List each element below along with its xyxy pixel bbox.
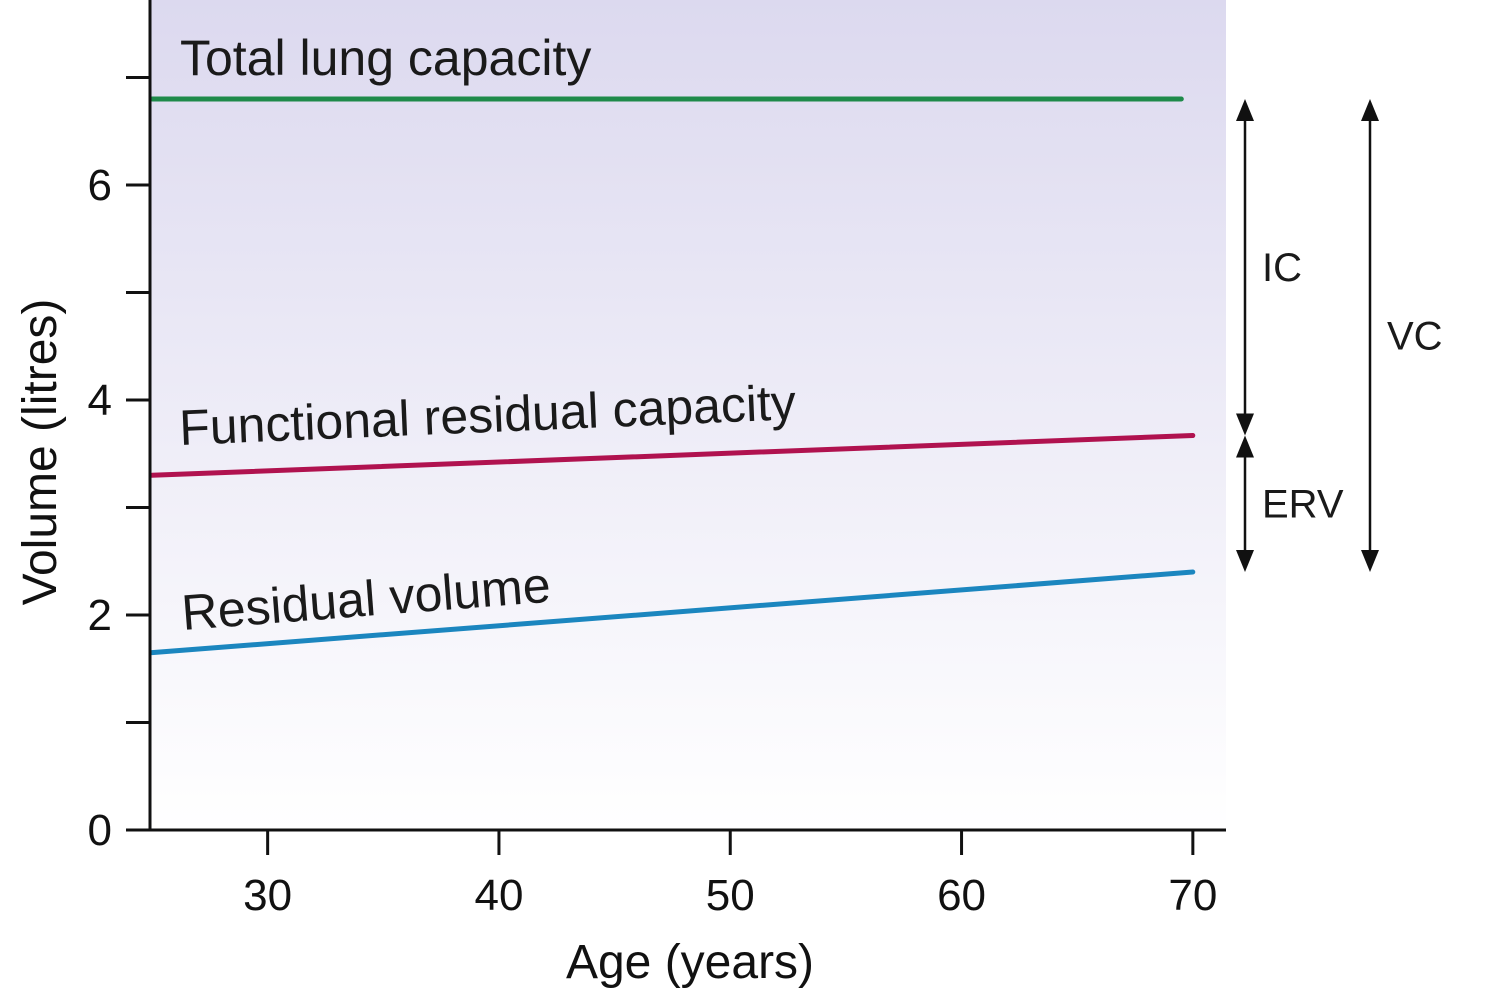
- y-ticks: 0 2 4 6: [88, 76, 150, 855]
- vc-arrow-up: [1361, 99, 1379, 121]
- x-tick-label-40: 40: [474, 871, 523, 920]
- erv-bracket: ERV: [1236, 435, 1344, 572]
- x-tick-label-50: 50: [706, 871, 755, 920]
- series-layer: [149, 96, 1196, 656]
- functional-residual-capacity-line: [149, 433, 1196, 478]
- erv-arrow-down: [1236, 550, 1254, 572]
- y-axis-title: Volume (litres): [14, 299, 67, 606]
- y-tick-label-2: 2: [88, 591, 112, 640]
- vc-label: VC: [1387, 315, 1443, 359]
- y-tick-label-0: 0: [88, 806, 112, 855]
- erv-label: ERV: [1262, 483, 1344, 527]
- x-tick-label-30: 30: [243, 871, 292, 920]
- y-tick-label-4: 4: [88, 376, 112, 425]
- ic-arrow-down: [1236, 413, 1254, 436]
- ic-label: IC: [1262, 246, 1302, 290]
- plot-background: [150, 0, 1226, 830]
- x-tick-label-70: 70: [1168, 871, 1217, 920]
- vc-arrow-down: [1361, 550, 1379, 572]
- axes: [148, 0, 1226, 832]
- x-axis-title: Age (years): [566, 936, 814, 989]
- residual-volume-line: [149, 569, 1196, 656]
- y-tick-label-6: 6: [88, 161, 112, 210]
- ic-bracket: IC: [1236, 99, 1302, 436]
- x-ticks: 30 40 50 60 70: [243, 830, 1217, 920]
- series-label-total-lung-capacity: Total lung capacity: [180, 30, 591, 86]
- ic-arrow-up: [1236, 99, 1254, 121]
- x-tick-label-60: 60: [937, 871, 986, 920]
- volume-brackets: IC ERV VC: [1236, 99, 1443, 572]
- erv-arrow-up: [1236, 435, 1254, 458]
- vc-bracket: VC: [1361, 99, 1443, 572]
